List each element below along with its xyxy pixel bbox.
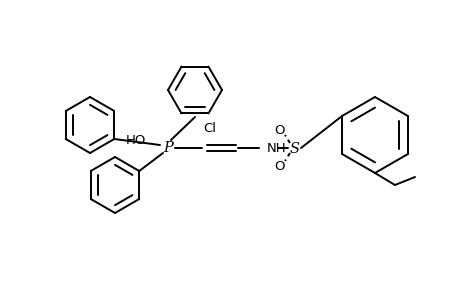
Text: O: O — [274, 124, 285, 136]
Text: O: O — [274, 160, 285, 172]
Text: NH: NH — [266, 142, 286, 154]
Text: P: P — [162, 141, 173, 155]
Text: Cl: Cl — [203, 122, 216, 134]
Text: HO: HO — [126, 134, 146, 146]
Text: S: S — [289, 142, 299, 156]
